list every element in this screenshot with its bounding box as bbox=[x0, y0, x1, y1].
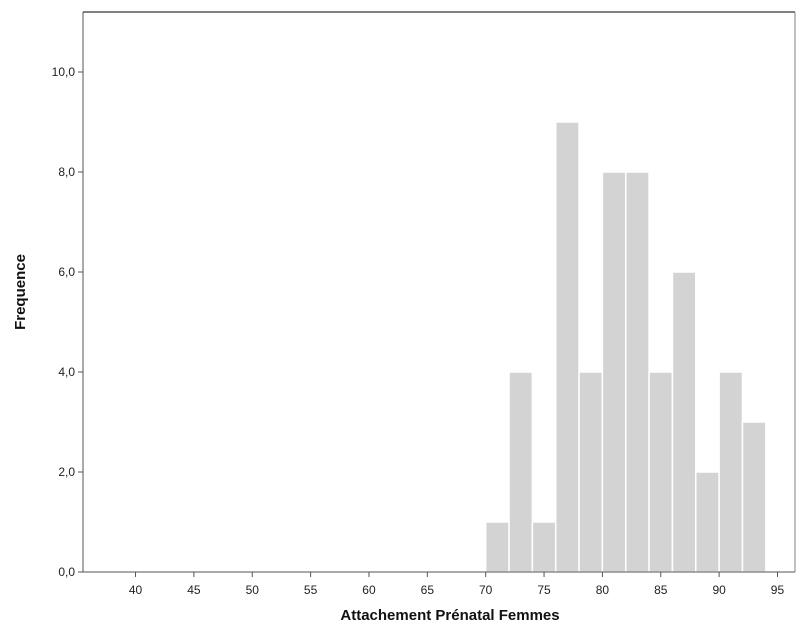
histogram-bar-11 bbox=[718, 371, 744, 573]
x-tick-label: 50 bbox=[246, 583, 260, 597]
histogram-bar-12 bbox=[741, 421, 767, 573]
x-tick-label: 45 bbox=[187, 583, 201, 597]
tick-labels: 40 45 50 55 60 65 70 75 80 85 90 95 0,0 2,0 4,0 6,0 8,0 1… bbox=[52, 65, 785, 597]
x-tick-label: 55 bbox=[304, 583, 318, 597]
x-tick-label: 90 bbox=[712, 583, 726, 597]
x-axis-title: Attachement Prénatal Femmes bbox=[340, 607, 559, 624]
histogram-bar-10 bbox=[695, 471, 720, 573]
x-tick-label: 40 bbox=[129, 583, 143, 597]
y-tick-label: 6,0 bbox=[58, 265, 75, 279]
histogram-bars bbox=[484, 121, 767, 573]
histogram-bar-6 bbox=[601, 171, 627, 573]
y-tick-label: 4,0 bbox=[58, 365, 75, 379]
x-tick-label: 65 bbox=[421, 583, 435, 597]
y-tick-label: 10,0 bbox=[52, 65, 76, 79]
x-tick-label: 85 bbox=[654, 583, 668, 597]
histogram-bar-3 bbox=[531, 521, 557, 573]
histogram-bar-9 bbox=[671, 271, 697, 573]
histogram-bar-4 bbox=[554, 121, 580, 573]
histogram-bar-8 bbox=[648, 371, 674, 573]
x-tick-label: 75 bbox=[537, 583, 551, 597]
y-tick-label: 8,0 bbox=[58, 165, 75, 179]
x-tick-label: 95 bbox=[771, 583, 785, 597]
histogram-bar-5 bbox=[578, 371, 604, 573]
x-tick-label: 70 bbox=[479, 583, 493, 597]
histogram-bar-2 bbox=[508, 371, 534, 573]
y-axis-title: Frequence bbox=[12, 254, 29, 330]
x-tick-label: 60 bbox=[362, 583, 376, 597]
x-tick-label: 80 bbox=[596, 583, 610, 597]
y-tick-label: 0,0 bbox=[58, 565, 75, 579]
histogram-bar-1 bbox=[484, 521, 510, 573]
histogram-bar-7 bbox=[625, 171, 650, 573]
plot-frame bbox=[83, 11, 796, 572]
y-tick-label: 2,0 bbox=[58, 465, 75, 479]
axes bbox=[82, 12, 795, 573]
